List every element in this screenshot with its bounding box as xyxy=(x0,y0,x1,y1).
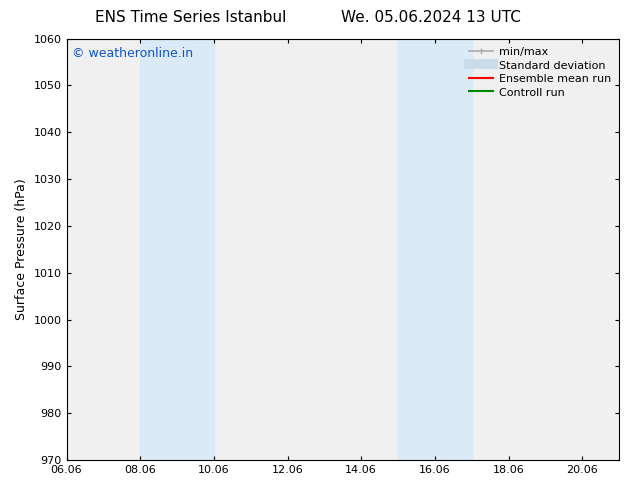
Bar xyxy=(398,39,472,460)
Text: © weatheronline.in: © weatheronline.in xyxy=(72,47,193,60)
Y-axis label: Surface Pressure (hPa): Surface Pressure (hPa) xyxy=(15,178,28,320)
Bar xyxy=(140,39,214,460)
Text: We. 05.06.2024 13 UTC: We. 05.06.2024 13 UTC xyxy=(341,10,521,25)
Text: ENS Time Series Istanbul: ENS Time Series Istanbul xyxy=(94,10,286,25)
Legend: min/max, Standard deviation, Ensemble mean run, Controll run: min/max, Standard deviation, Ensemble me… xyxy=(465,42,616,102)
